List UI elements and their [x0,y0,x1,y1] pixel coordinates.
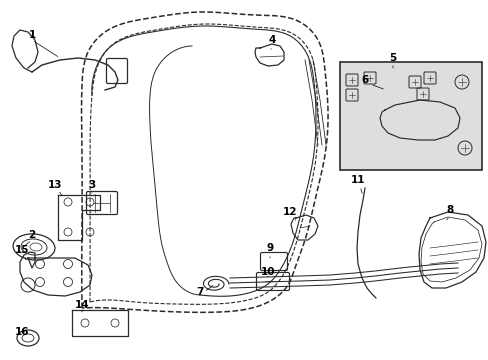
Text: 4: 4 [268,35,275,45]
Text: 2: 2 [28,230,36,240]
Text: 3: 3 [88,180,96,190]
Text: 6: 6 [361,75,368,85]
Text: 1: 1 [28,30,36,40]
Text: 10: 10 [260,267,275,277]
Text: 9: 9 [266,243,273,253]
Text: 7: 7 [196,287,203,297]
Text: 14: 14 [75,300,89,310]
Text: 8: 8 [446,205,453,215]
Bar [339,62,481,170]
Text: 15: 15 [15,245,29,255]
Text: 16: 16 [15,327,29,337]
Text: 12: 12 [282,207,297,217]
Text: 11: 11 [350,175,365,185]
Text: 13: 13 [48,180,62,190]
Text: 5: 5 [388,53,396,63]
